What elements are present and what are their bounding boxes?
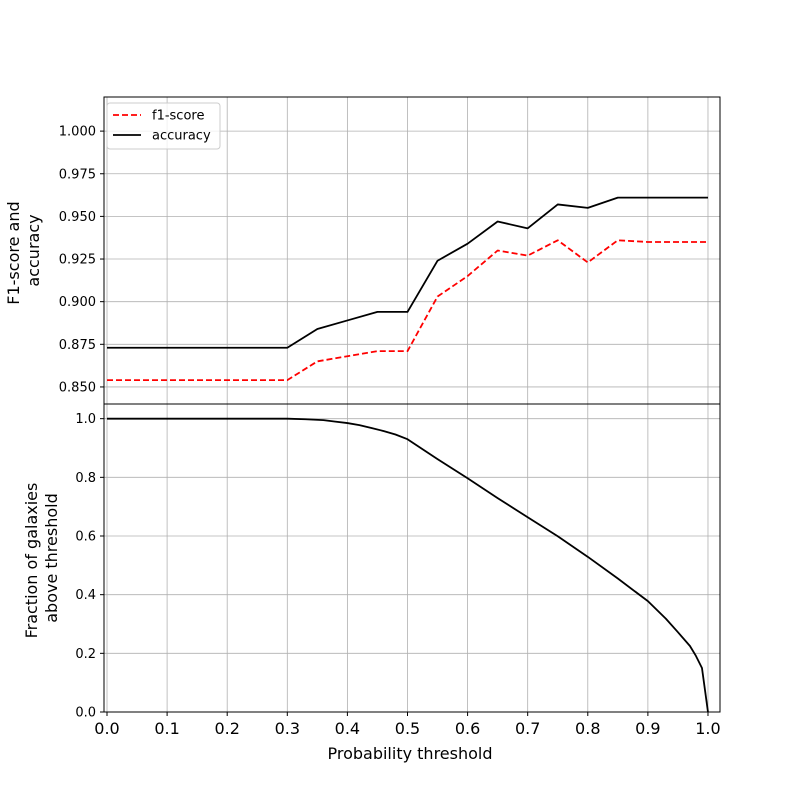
bottom-axes-frame <box>103 403 721 713</box>
bottom-panel: 0.0 0.2 0.4 0.6 0.8 1.0 0.0 0.1 0.2 0.3 0.4 0.5 0.6 0… <box>22 403 721 763</box>
top-y-axis-label-line-1: F1-score and <box>4 201 23 304</box>
x-tick-label-10: 1.0 <box>695 719 720 738</box>
bottom-ticks: 0.0 0.2 0.4 0.6 0.8 1.0 0.0 0.1 0.2 0.3 0.4 0.5 0.6 0… <box>75 412 720 738</box>
bottom-grid <box>104 404 720 713</box>
top-y-ticks: 0.850 0.875 0.900 0.925 0.950 0.975 1.000 <box>59 125 104 395</box>
bottom-y-axis-label: Fraction of galaxies above threshold <box>22 478 61 639</box>
top-y-tick-label-0: 0.850 <box>59 380 96 395</box>
top-lines <box>107 196 708 382</box>
x-axis-label: Probability threshold <box>327 744 492 763</box>
bottom-y-axis-label-line-1: Fraction of galaxies <box>22 483 41 639</box>
bot-series-line-0 <box>107 417 709 713</box>
x-tick-label-9: 0.9 <box>635 719 660 738</box>
top-y-axis-label-line-2: accuracy <box>24 214 43 286</box>
legend: f1-score accuracy <box>106 102 221 150</box>
x-tick-label-1: 0.1 <box>154 719 179 738</box>
legend-label-accuracy: accuracy <box>152 129 211 144</box>
top-y-tick-label-6: 1.000 <box>59 125 96 140</box>
top-series-line-accuracy <box>107 196 708 349</box>
top-y-tick-label-1: 0.875 <box>59 338 96 353</box>
top-series-line-f1-score <box>107 239 708 382</box>
top-panel: 0.850 0.875 0.900 0.925 0.950 0.975 1.000 F1-s… <box>4 96 721 405</box>
bot-y-tick-label-3: 0.6 <box>75 530 96 545</box>
x-tick-label-5: 0.5 <box>395 719 420 738</box>
x-tick-label-8: 0.8 <box>575 719 600 738</box>
bottom-lines <box>107 417 709 713</box>
x-tick-label-0: 0.0 <box>94 719 119 738</box>
x-tick-label-2: 0.2 <box>214 719 239 738</box>
top-y-tick-label-3: 0.925 <box>59 253 96 268</box>
bot-y-tick-label-2: 0.4 <box>75 588 96 603</box>
top-y-tick-label-4: 0.950 <box>59 210 96 225</box>
top-y-tick-label-5: 0.975 <box>59 167 96 182</box>
legend-label-f1-score: f1-score <box>152 109 204 124</box>
x-tick-label-3: 0.3 <box>275 719 300 738</box>
bot-y-tick-label-4: 0.8 <box>75 471 96 486</box>
bot-y-tick-label-5: 1.0 <box>75 412 96 427</box>
x-tick-label-4: 0.4 <box>335 719 360 738</box>
bot-y-tick-label-1: 0.2 <box>75 647 96 662</box>
top-y-axis-label: F1-score and accuracy <box>4 196 43 304</box>
bottom-y-axis-label-line-2: above threshold <box>42 493 61 623</box>
top-y-tick-label-2: 0.900 <box>59 295 96 310</box>
x-tick-label-6: 0.6 <box>455 719 480 738</box>
top-grid <box>104 97 720 404</box>
x-tick-label-7: 0.7 <box>515 719 540 738</box>
bot-y-tick-label-0: 0.0 <box>75 706 96 721</box>
